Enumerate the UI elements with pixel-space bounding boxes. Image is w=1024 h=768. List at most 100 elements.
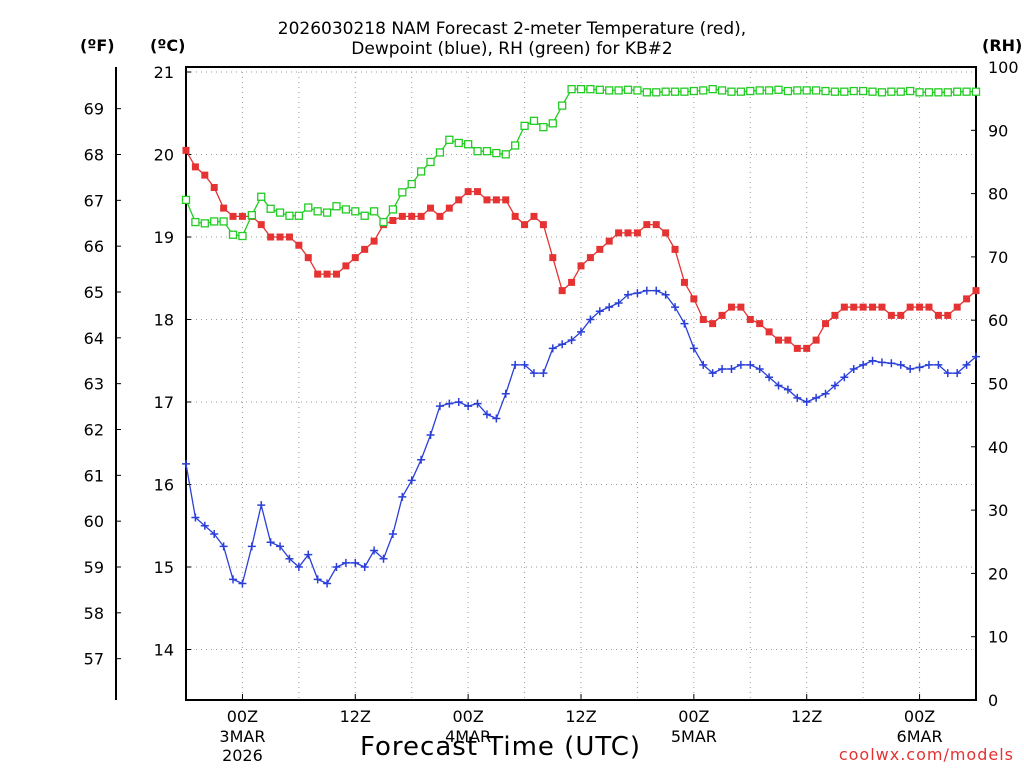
rh-tick-label: 70 <box>988 248 1008 267</box>
rh-point <box>407 179 416 189</box>
fahrenheit-tick-label: 68 <box>84 146 104 165</box>
temperature-point <box>427 204 435 212</box>
rh-point <box>398 188 407 197</box>
rh-point <box>360 211 369 220</box>
temperature-point <box>756 320 764 328</box>
celsius-unit-label: (ºC) <box>150 36 186 55</box>
rh-point <box>727 87 736 96</box>
dewpoint-point <box>849 365 858 373</box>
temperature-point <box>643 221 651 229</box>
dewpoint-point <box>520 360 529 369</box>
temperature-point <box>727 303 735 311</box>
temperature-point <box>803 344 811 352</box>
temperature-point <box>521 221 529 229</box>
plot-frame <box>185 66 977 701</box>
temperature-point <box>765 328 773 336</box>
dewpoint-point <box>577 327 585 336</box>
celsius-tick-label: 18 <box>154 311 174 330</box>
rh-point <box>473 147 482 156</box>
temperature-point <box>210 184 218 191</box>
temperature-point <box>831 311 839 319</box>
temperature-point <box>680 278 688 286</box>
dewpoint-point <box>435 402 444 411</box>
fahrenheit-tick-label: 60 <box>84 512 104 531</box>
dewpoint-point <box>529 369 538 378</box>
rh-point <box>906 86 915 96</box>
rh-point <box>849 86 858 96</box>
rh-point <box>689 86 699 96</box>
dewpoint-point <box>294 563 303 571</box>
dewpoint-point <box>238 579 247 588</box>
rh-point <box>971 87 981 96</box>
rh-point <box>962 87 971 96</box>
temperature-point <box>662 229 670 237</box>
rh-point <box>830 87 840 96</box>
dewpoint-point <box>323 579 332 588</box>
dewpoint-point <box>454 398 463 406</box>
dewpoint-point <box>887 359 896 368</box>
dewpoint-point <box>351 558 360 567</box>
dewpoint-point <box>624 290 633 299</box>
temperature-point <box>652 221 660 229</box>
temperature-point <box>492 196 500 204</box>
temperature-point <box>718 311 726 319</box>
temperature-point <box>822 320 830 328</box>
temperature-point <box>191 163 199 171</box>
dewpoint-point <box>304 550 313 559</box>
temperature-point <box>511 212 519 220</box>
dewpoint-point <box>633 289 642 298</box>
dewpoint-point <box>247 542 256 551</box>
rh-point <box>426 157 435 167</box>
dewpoint-point <box>765 373 774 382</box>
x-tick-date-label: 6MAR <box>897 727 943 746</box>
fahrenheit-tick-label: 61 <box>84 466 104 485</box>
celsius-tick-label: 16 <box>154 476 174 495</box>
dewpoint-point <box>736 360 745 369</box>
temperature-point <box>586 254 594 262</box>
rh-tick-label: 60 <box>988 311 1008 330</box>
temperature-point <box>182 146 190 154</box>
rh-point <box>294 211 304 220</box>
temperature-point <box>229 212 237 220</box>
temperature-point <box>869 303 877 311</box>
temperature-point <box>615 229 623 237</box>
x-tick-label: 00Z <box>678 707 709 726</box>
rh-point <box>595 85 604 94</box>
rh-point <box>736 87 746 96</box>
dewpoint-point <box>924 360 933 369</box>
temperature-point <box>314 270 322 278</box>
rh-point <box>191 217 200 227</box>
temperature-point <box>944 311 952 319</box>
temperature-line <box>185 150 977 350</box>
temperature-point <box>906 303 914 311</box>
temperature-point <box>474 188 482 196</box>
rh-point <box>247 210 256 220</box>
celsius-tick-label: 19 <box>154 228 174 247</box>
temperature-point <box>577 262 585 270</box>
temperature-point <box>483 196 491 204</box>
rh-point <box>755 86 764 95</box>
temperature-point <box>304 254 312 262</box>
rh-point <box>482 147 492 156</box>
temperature-point <box>605 237 613 245</box>
temperature-point <box>220 204 228 212</box>
dewpoint-point <box>417 455 426 464</box>
dewpoint-point <box>821 389 830 398</box>
temperature-point <box>539 221 547 229</box>
rh-point <box>511 141 520 150</box>
rh-point <box>633 86 642 95</box>
dewpoint-point <box>614 299 623 307</box>
rh-point <box>699 86 708 95</box>
rh-point <box>210 217 219 226</box>
dewpoint-point <box>398 492 407 501</box>
temperature-point <box>972 287 980 295</box>
temperature-point <box>342 262 350 270</box>
rh-point <box>953 87 962 96</box>
rh-point <box>915 88 924 97</box>
dewpoint-point <box>708 369 717 378</box>
temperature-point <box>925 303 933 311</box>
temperature-point <box>549 254 557 262</box>
dewpoint-point <box>718 365 727 373</box>
rh-tick-label: 10 <box>988 628 1008 647</box>
credit-link[interactable]: coolwx.com/models <box>838 745 1014 764</box>
